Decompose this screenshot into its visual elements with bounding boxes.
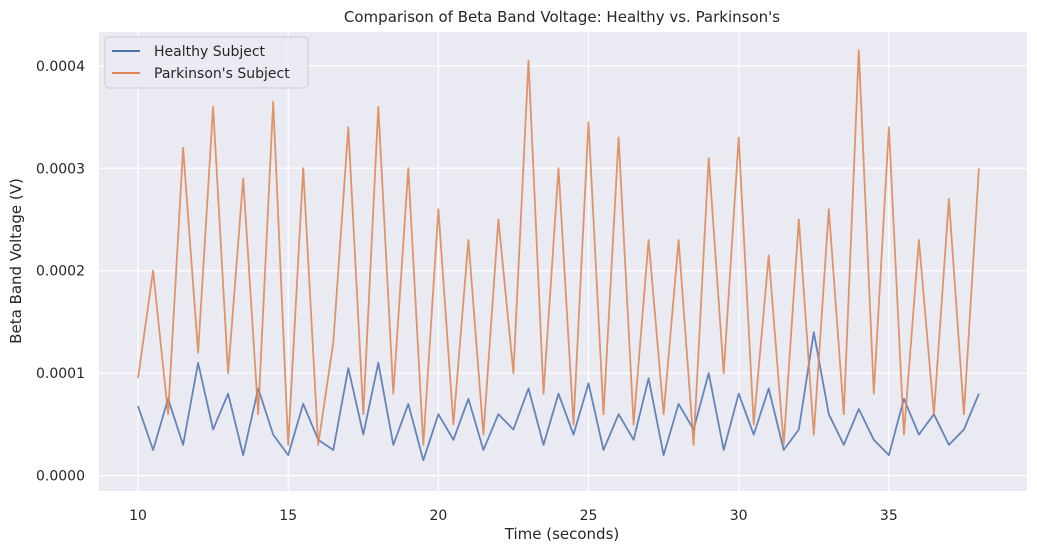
x-tick-label: 30 [730, 508, 748, 524]
x-axis-ticks: 10 15 20 25 30 35 [129, 508, 898, 524]
legend-entry-label: Parkinson's Subject [154, 66, 290, 82]
x-axis-label: Time (seconds) [504, 525, 620, 543]
legend-entry-label: Healthy Subject [154, 44, 266, 60]
legend: Healthy Subject Parkinson's Subject [104, 36, 309, 89]
y-axis-ticks: 0.0000 0.0001 0.0002 0.0003 0.0004 [36, 59, 85, 485]
plot-background [99, 32, 1027, 491]
y-tick-label: 0.0002 [36, 264, 85, 280]
x-tick-label: 20 [429, 508, 447, 524]
legend-box [104, 36, 309, 89]
series-line-parkinsons [137, 49, 980, 446]
x-tick-label: 25 [580, 508, 598, 524]
chart-title: Comparison of Beta Band Voltage: Healthy… [344, 8, 780, 26]
y-tick-label: 0.0001 [36, 366, 85, 382]
y-tick-label: 0.0004 [36, 59, 85, 75]
x-tick-label: 35 [880, 508, 898, 524]
y-axis-label: Beta Band Voltage (V) [7, 178, 25, 344]
x-tick-label: 10 [129, 508, 147, 524]
series-layer [137, 49, 980, 462]
y-tick-label: 0.0003 [36, 161, 85, 177]
x-tick-label: 15 [279, 508, 297, 524]
series-line-healthy [137, 331, 980, 462]
y-tick-label: 0.0000 [36, 469, 85, 485]
